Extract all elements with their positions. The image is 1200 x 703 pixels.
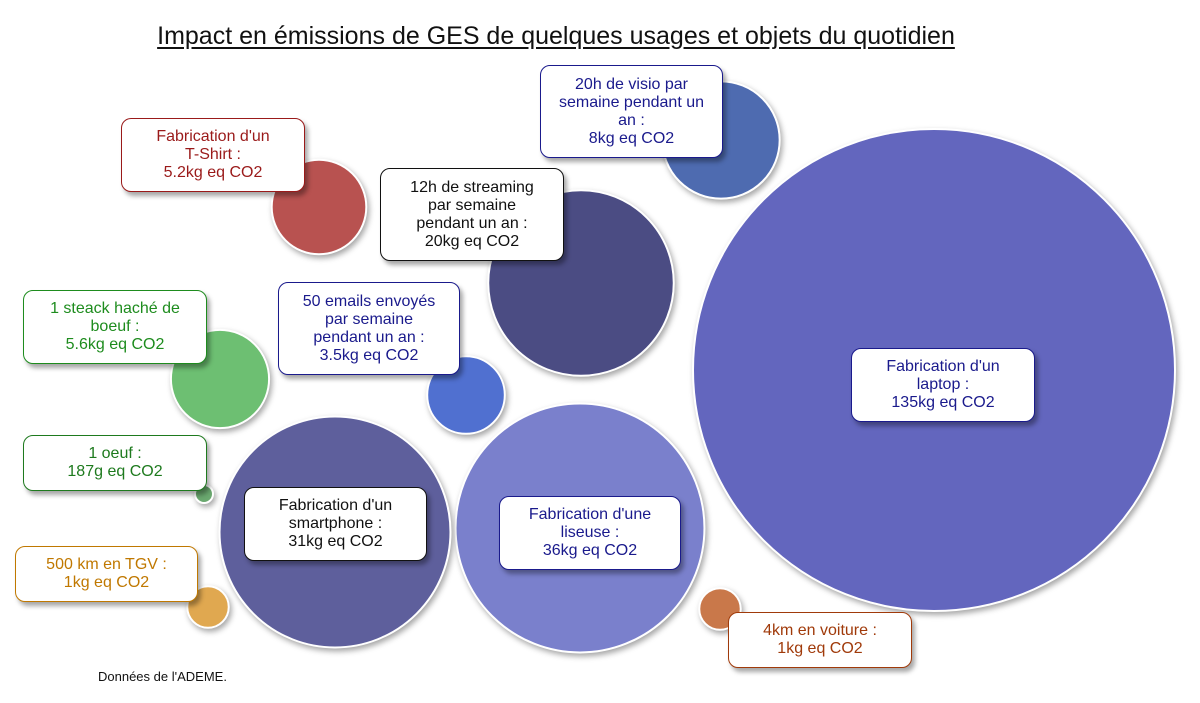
bubble-label-line: 36kg eq CO2	[542, 542, 638, 559]
bubble-label-line: 8kg eq CO2	[588, 129, 675, 147]
bubble-label-line: 20h de visio par	[575, 75, 688, 93]
bubble-label-line: 1 steack haché de	[50, 300, 180, 317]
bubble-label-liseuse: Fabrication d'une liseuse :36kg eq CO2	[499, 496, 681, 570]
bubble-label-voiture: 4km en voiture :1kg eq CO2	[728, 612, 912, 668]
bubble-label-line: 5.6kg eq CO2	[65, 336, 165, 353]
bubble-tgv	[186, 585, 230, 629]
bubble-label-line: 1kg eq CO2	[777, 640, 863, 657]
bubble-label-line: 500 km en TGV :	[46, 556, 167, 573]
bubble-label-line: pendant un an :	[313, 328, 425, 346]
bubble-label-steack: 1 steack haché de boeuf :5.6kg eq CO2	[23, 290, 207, 364]
bubble-label-line: Fabrication d'un	[886, 358, 1000, 375]
bubble-label-smartphone: Fabrication d'un smartphone :31kg eq CO2	[244, 487, 427, 561]
bubble-label-line: Fabrication d'un	[278, 497, 393, 514]
bubble-label-line: 1kg eq CO2	[63, 574, 150, 591]
bubble-label-tgv: 500 km en TGV :1kg eq CO2	[15, 546, 198, 602]
bubble-label-line: boeuf :	[90, 318, 140, 335]
bubble-label-emails: 50 emails envoyés par semaine pendant un a…	[278, 282, 460, 375]
bubble-label-line: 4km en voiture :	[763, 622, 877, 639]
bubble-label-line: pendant un an :	[416, 214, 528, 232]
bubble-label-oeuf: 1 oeuf :187g eq CO2	[23, 435, 207, 491]
bubble-label-line: Fabrication d'un	[156, 128, 270, 145]
bubble-label-streaming: 12h de streaming par semaine pendant un an…	[380, 168, 564, 261]
bubble-label-line: 1 oeuf :	[88, 445, 142, 462]
bubble-label-laptop: Fabrication d'un laptop :135kg eq CO2	[851, 348, 1035, 422]
bubble-label-line: liseuse :	[560, 524, 620, 541]
bubble-label-line: an :	[618, 111, 645, 129]
bubble-label-line: 187g eq CO2	[67, 463, 163, 480]
bubble-label-line: 12h de streaming	[410, 178, 534, 196]
bubble-label-line: 5.2kg eq CO2	[163, 164, 263, 181]
bubble-label-visio: 20h de visio par semaine pendant un an :8k…	[540, 65, 723, 158]
chart-title: Impact en émissions de GES de quelques u…	[157, 22, 955, 50]
source-note: Données de l'ADEME.	[98, 669, 227, 684]
bubble-label-line: semaine pendant un	[559, 93, 704, 111]
bubble-label-tshirt: Fabrication d'un T-Shirt :5.2kg eq CO2	[121, 118, 305, 192]
bubble-label-line: Fabrication d'une	[528, 506, 652, 523]
bubble-label-line: par semaine	[324, 310, 414, 328]
bubble-label-line: par semaine	[427, 196, 517, 214]
bubble-label-line: 3.5kg eq CO2	[319, 346, 419, 364]
bubble-label-line: 135kg eq CO2	[891, 394, 995, 411]
bubble-label-line: 50 emails envoyés	[302, 292, 436, 310]
bubble-label-line: 31kg eq CO2	[288, 533, 383, 550]
bubble-emails	[426, 355, 506, 435]
bubble-label-line: T-Shirt :	[184, 146, 241, 163]
bubble-label-line: laptop :	[916, 376, 970, 393]
bubble-label-line: 20kg eq CO2	[424, 232, 520, 250]
bubble-label-line: smartphone :	[288, 515, 383, 532]
